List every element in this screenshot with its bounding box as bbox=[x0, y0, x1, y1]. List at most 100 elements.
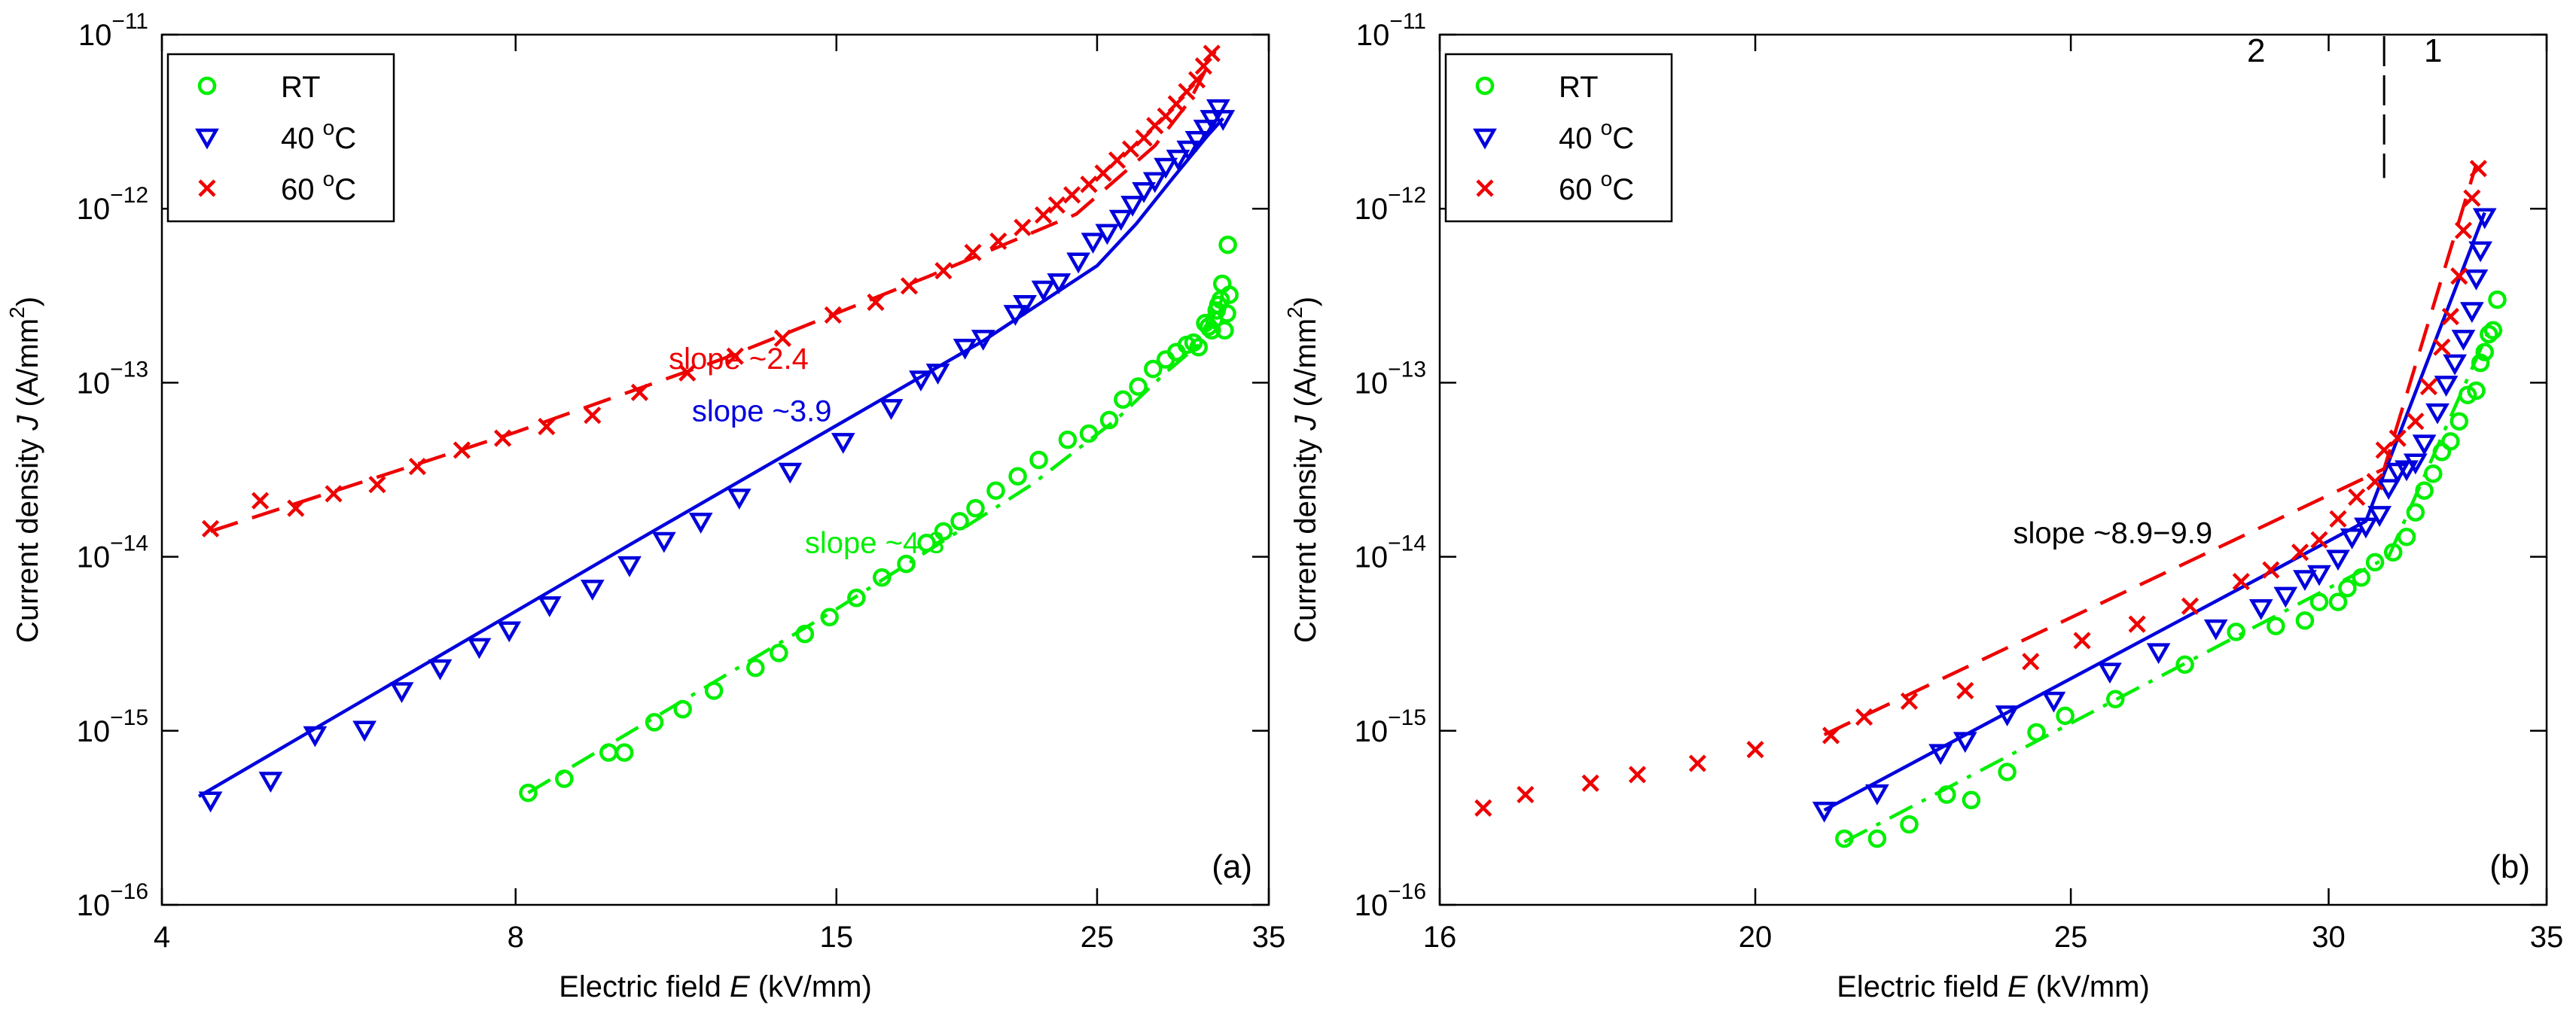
panel-a-legend-marker bbox=[197, 76, 217, 96]
panel-b-data-point bbox=[2434, 376, 2459, 397]
panel-b-data-point bbox=[2441, 432, 2460, 451]
panel-a-y-tick-label: 10−12 bbox=[77, 183, 148, 226]
panel-b-data-point bbox=[2203, 619, 2228, 641]
panel-a-data-point bbox=[1095, 224, 1120, 245]
panel-a-data-point bbox=[1029, 450, 1048, 470]
panel-a-data-point bbox=[897, 554, 916, 574]
panel-a-data-point bbox=[934, 262, 953, 280]
panel-a-data-point bbox=[934, 522, 953, 541]
panel-a-data-point bbox=[630, 383, 648, 401]
panel-a-data-point bbox=[1220, 285, 1239, 304]
panel-b-y-tick-label: 10−11 bbox=[1356, 9, 1426, 52]
panel-a-data-point bbox=[1194, 57, 1212, 75]
panel-a-data-point bbox=[519, 783, 538, 802]
panel-a-data-point bbox=[1193, 120, 1218, 141]
panel-a-data-point bbox=[1081, 233, 1105, 254]
panel-a-data-point bbox=[368, 476, 386, 494]
panel-b-data-point bbox=[2291, 544, 2309, 562]
panel-b-data-point bbox=[2425, 403, 2449, 425]
panel-a-data-point bbox=[1063, 186, 1081, 204]
panel-a-data-point bbox=[770, 644, 788, 662]
panel-b-data-point bbox=[2295, 611, 2315, 630]
panel-b-data-point bbox=[1822, 726, 1840, 744]
panel-b-plot-area bbox=[1474, 160, 2507, 848]
panel-a-x-tick-label: 25 bbox=[1081, 921, 1114, 954]
panel-b-data-point bbox=[2423, 464, 2443, 483]
panel-a-data-point bbox=[453, 441, 471, 459]
panel-a-data-point bbox=[688, 513, 713, 534]
panel-a-data-point bbox=[584, 406, 602, 425]
panel-b-data-point bbox=[2443, 354, 2467, 376]
panel-a-data-point bbox=[494, 429, 512, 447]
panel-a-data-point bbox=[1066, 252, 1090, 274]
panel-a-y-tick-label: 10−15 bbox=[77, 705, 148, 748]
panel-b-data-point bbox=[2467, 381, 2486, 400]
panel-b-x-axis-label: Electric field E (kV/mm) bbox=[1837, 970, 2150, 1003]
panel-b-data-point bbox=[2106, 690, 2125, 709]
panel-a-panel-label: (a) bbox=[1212, 848, 1252, 885]
panel-a-data-point bbox=[1047, 196, 1065, 214]
panel-a-data-point bbox=[408, 458, 426, 476]
panel-b-region-label: 2 bbox=[2247, 32, 2265, 69]
panel-a-y-tick-label: 10−13 bbox=[77, 357, 148, 400]
panel-a-y-axis-label: Current density J (A/mm2) bbox=[5, 297, 44, 643]
panel-b-y-tick-label: 10−13 bbox=[1355, 357, 1426, 400]
panel-a-data-point bbox=[1008, 467, 1027, 486]
panel-b-data-point bbox=[1835, 829, 1854, 848]
panel-b-legend-marker bbox=[1473, 128, 1497, 150]
panel-a-data-point bbox=[727, 489, 751, 510]
panel-b-data-point bbox=[2449, 412, 2469, 431]
panel-a-data-point bbox=[1058, 430, 1078, 449]
panel-a-data-point bbox=[1129, 377, 1148, 396]
panel-a-data-point bbox=[1114, 390, 1133, 410]
panel-a-data-point bbox=[202, 519, 220, 537]
panel-b-data-point bbox=[2352, 568, 2371, 587]
panel-b-data-point bbox=[2340, 528, 2364, 550]
panel-b-data-point bbox=[2293, 570, 2317, 592]
panel-a-data-point bbox=[467, 638, 492, 659]
panel-b-data-point bbox=[2328, 592, 2348, 611]
panel-b-data-point bbox=[2483, 321, 2503, 340]
panel-a-x-axis-label: Electric field E (kV/mm) bbox=[559, 970, 872, 1003]
panel-a-slope-annotation: slope ~3.9 bbox=[692, 395, 832, 428]
panel-b-y-tick-label: 10−14 bbox=[1355, 531, 1426, 574]
panel-b-y-tick-label: 10−12 bbox=[1355, 183, 1426, 226]
panel-b-data-point bbox=[1517, 785, 1535, 804]
panel-b-data-point bbox=[2146, 643, 2171, 665]
panel-b-legend-label: 60 oC bbox=[1559, 167, 1634, 206]
panel-b-data-point bbox=[1855, 708, 1873, 726]
panel-b-data-point bbox=[1995, 705, 2020, 726]
panel-b-y-tick-label: 10−16 bbox=[1355, 879, 1426, 922]
panel-a-data-point bbox=[824, 306, 842, 324]
panel-a-data-point bbox=[953, 338, 977, 360]
panel-a-data-point bbox=[1108, 151, 1126, 169]
panel-a-legend-marker bbox=[195, 128, 219, 150]
panel-b-data-point bbox=[2412, 434, 2437, 456]
panel-a-legend-box bbox=[166, 53, 395, 223]
panel-b-data-point bbox=[1900, 815, 1919, 834]
panel-b-data-point bbox=[2441, 307, 2459, 326]
panel-b-data-point bbox=[2451, 330, 2476, 351]
panel-b-y-axis-label: Current density J (A/mm2) bbox=[1283, 297, 1322, 643]
panel-b-data-point bbox=[2383, 543, 2403, 562]
panel-b-data-point bbox=[1746, 741, 1764, 759]
panel-b-legend: RT 40 oC 60 oC bbox=[1444, 53, 1673, 223]
panel-b-data-point bbox=[2041, 691, 2066, 713]
panel-a-axes-frame bbox=[160, 33, 1270, 906]
panel-a-data-point bbox=[1218, 235, 1237, 254]
panel-b-data-point bbox=[2027, 723, 2046, 742]
panel-b-data-point bbox=[1812, 801, 1837, 823]
panel-a-data-point bbox=[617, 556, 642, 577]
panel-b-data-point bbox=[2175, 655, 2194, 674]
panel-a-data-point bbox=[537, 596, 562, 617]
panel-b-x-tick-label: 16 bbox=[1423, 921, 1457, 954]
panel-a-data-point bbox=[258, 772, 283, 793]
panel-a-data-point bbox=[989, 232, 1008, 251]
panel-a-data-point bbox=[1108, 209, 1133, 231]
panel-b-data-point bbox=[2403, 453, 2428, 475]
panel-a-data-point bbox=[704, 681, 724, 700]
panel-b-data-point bbox=[1953, 732, 1977, 754]
panel-b-data-point bbox=[1928, 744, 1953, 766]
panel-a-legend-marker bbox=[198, 179, 216, 197]
panel-a-data-point bbox=[831, 433, 855, 454]
